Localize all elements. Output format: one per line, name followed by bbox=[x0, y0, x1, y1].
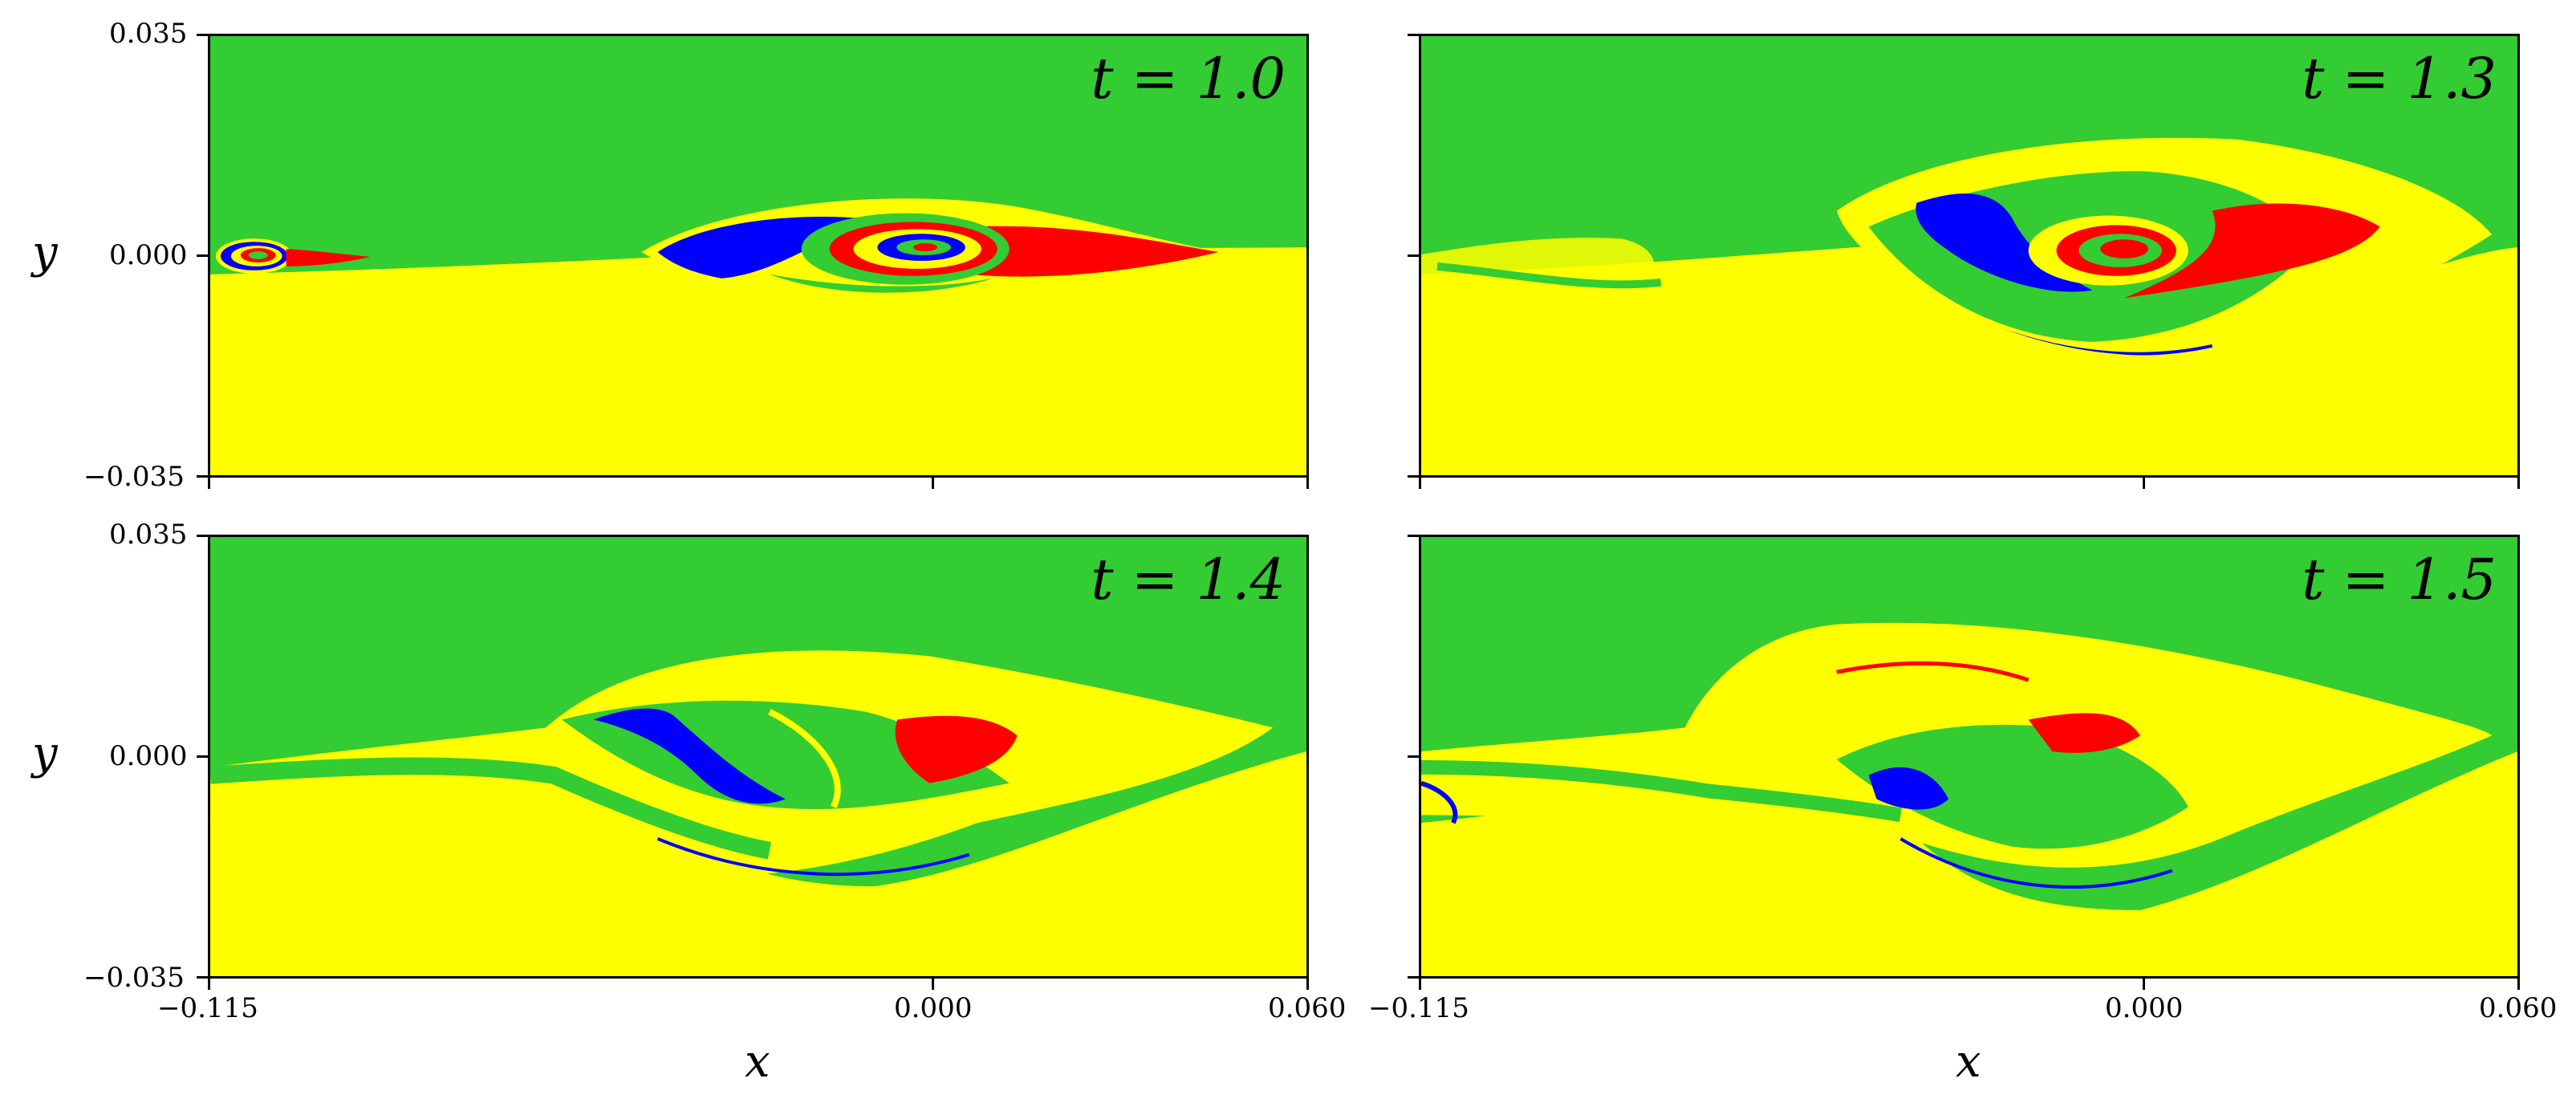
x-tick-label: 0.060 bbox=[1268, 992, 1347, 1024]
time-label: t = 1.3 bbox=[2302, 46, 2497, 112]
panel-t1-0: t = 1.0 bbox=[208, 34, 1309, 478]
x-tick-label: −0.115 bbox=[1368, 992, 1469, 1024]
x-tick bbox=[1306, 979, 1309, 990]
x-tick bbox=[2143, 478, 2145, 489]
x-tick bbox=[932, 478, 934, 489]
time-label: t = 1.5 bbox=[2302, 547, 2497, 612]
y-tick-label: 0.035 bbox=[109, 519, 188, 551]
x-tick bbox=[208, 478, 210, 489]
y-tick bbox=[197, 755, 208, 758]
x-tick-label: 0.060 bbox=[2479, 992, 2558, 1024]
y-tick-label: 0.000 bbox=[109, 239, 188, 271]
x-tick bbox=[208, 979, 210, 990]
x-tick bbox=[1306, 478, 1309, 489]
y-tick bbox=[1408, 976, 1419, 979]
time-label: t = 1.0 bbox=[1091, 46, 1286, 112]
y-tick bbox=[197, 976, 208, 979]
x-tick bbox=[932, 979, 934, 990]
flow-field-image bbox=[1421, 537, 2517, 976]
x-tick bbox=[2143, 979, 2145, 990]
flow-field-image bbox=[210, 36, 1306, 475]
y-tick-label: 0.035 bbox=[109, 18, 188, 50]
y-tick bbox=[1408, 755, 1419, 758]
y-tick bbox=[1408, 254, 1419, 257]
y-tick bbox=[1408, 34, 1419, 36]
flow-field-image bbox=[210, 537, 1306, 976]
y-tick bbox=[197, 34, 208, 36]
y-tick-label: −0.035 bbox=[83, 461, 185, 493]
x-tick-label: 0.000 bbox=[894, 992, 973, 1024]
y-tick-label: −0.035 bbox=[83, 962, 185, 994]
y-axis-label: y bbox=[32, 727, 58, 779]
x-tick-label: −0.115 bbox=[157, 992, 258, 1024]
x-tick bbox=[2517, 979, 2520, 990]
y-tick bbox=[1408, 475, 1419, 478]
x-tick bbox=[1419, 979, 1421, 990]
panel-t1-4: t = 1.4 bbox=[208, 535, 1309, 979]
y-axis-label: y bbox=[32, 226, 58, 279]
time-label: t = 1.4 bbox=[1091, 547, 1286, 612]
x-tick bbox=[1419, 478, 1421, 489]
x-tick-label: 0.000 bbox=[2105, 992, 2184, 1024]
x-axis-label: x bbox=[745, 1036, 770, 1088]
x-axis-label: x bbox=[1956, 1036, 1981, 1088]
y-tick bbox=[197, 475, 208, 478]
flow-field-image bbox=[1421, 36, 2517, 475]
panel-t1-3: t = 1.3 bbox=[1419, 34, 2520, 478]
y-tick-label: 0.000 bbox=[109, 740, 188, 772]
x-tick bbox=[2517, 478, 2520, 489]
y-tick bbox=[197, 254, 208, 257]
y-tick bbox=[197, 535, 208, 537]
panel-t1-5: t = 1.5 bbox=[1419, 535, 2520, 979]
y-tick bbox=[1408, 535, 1419, 537]
